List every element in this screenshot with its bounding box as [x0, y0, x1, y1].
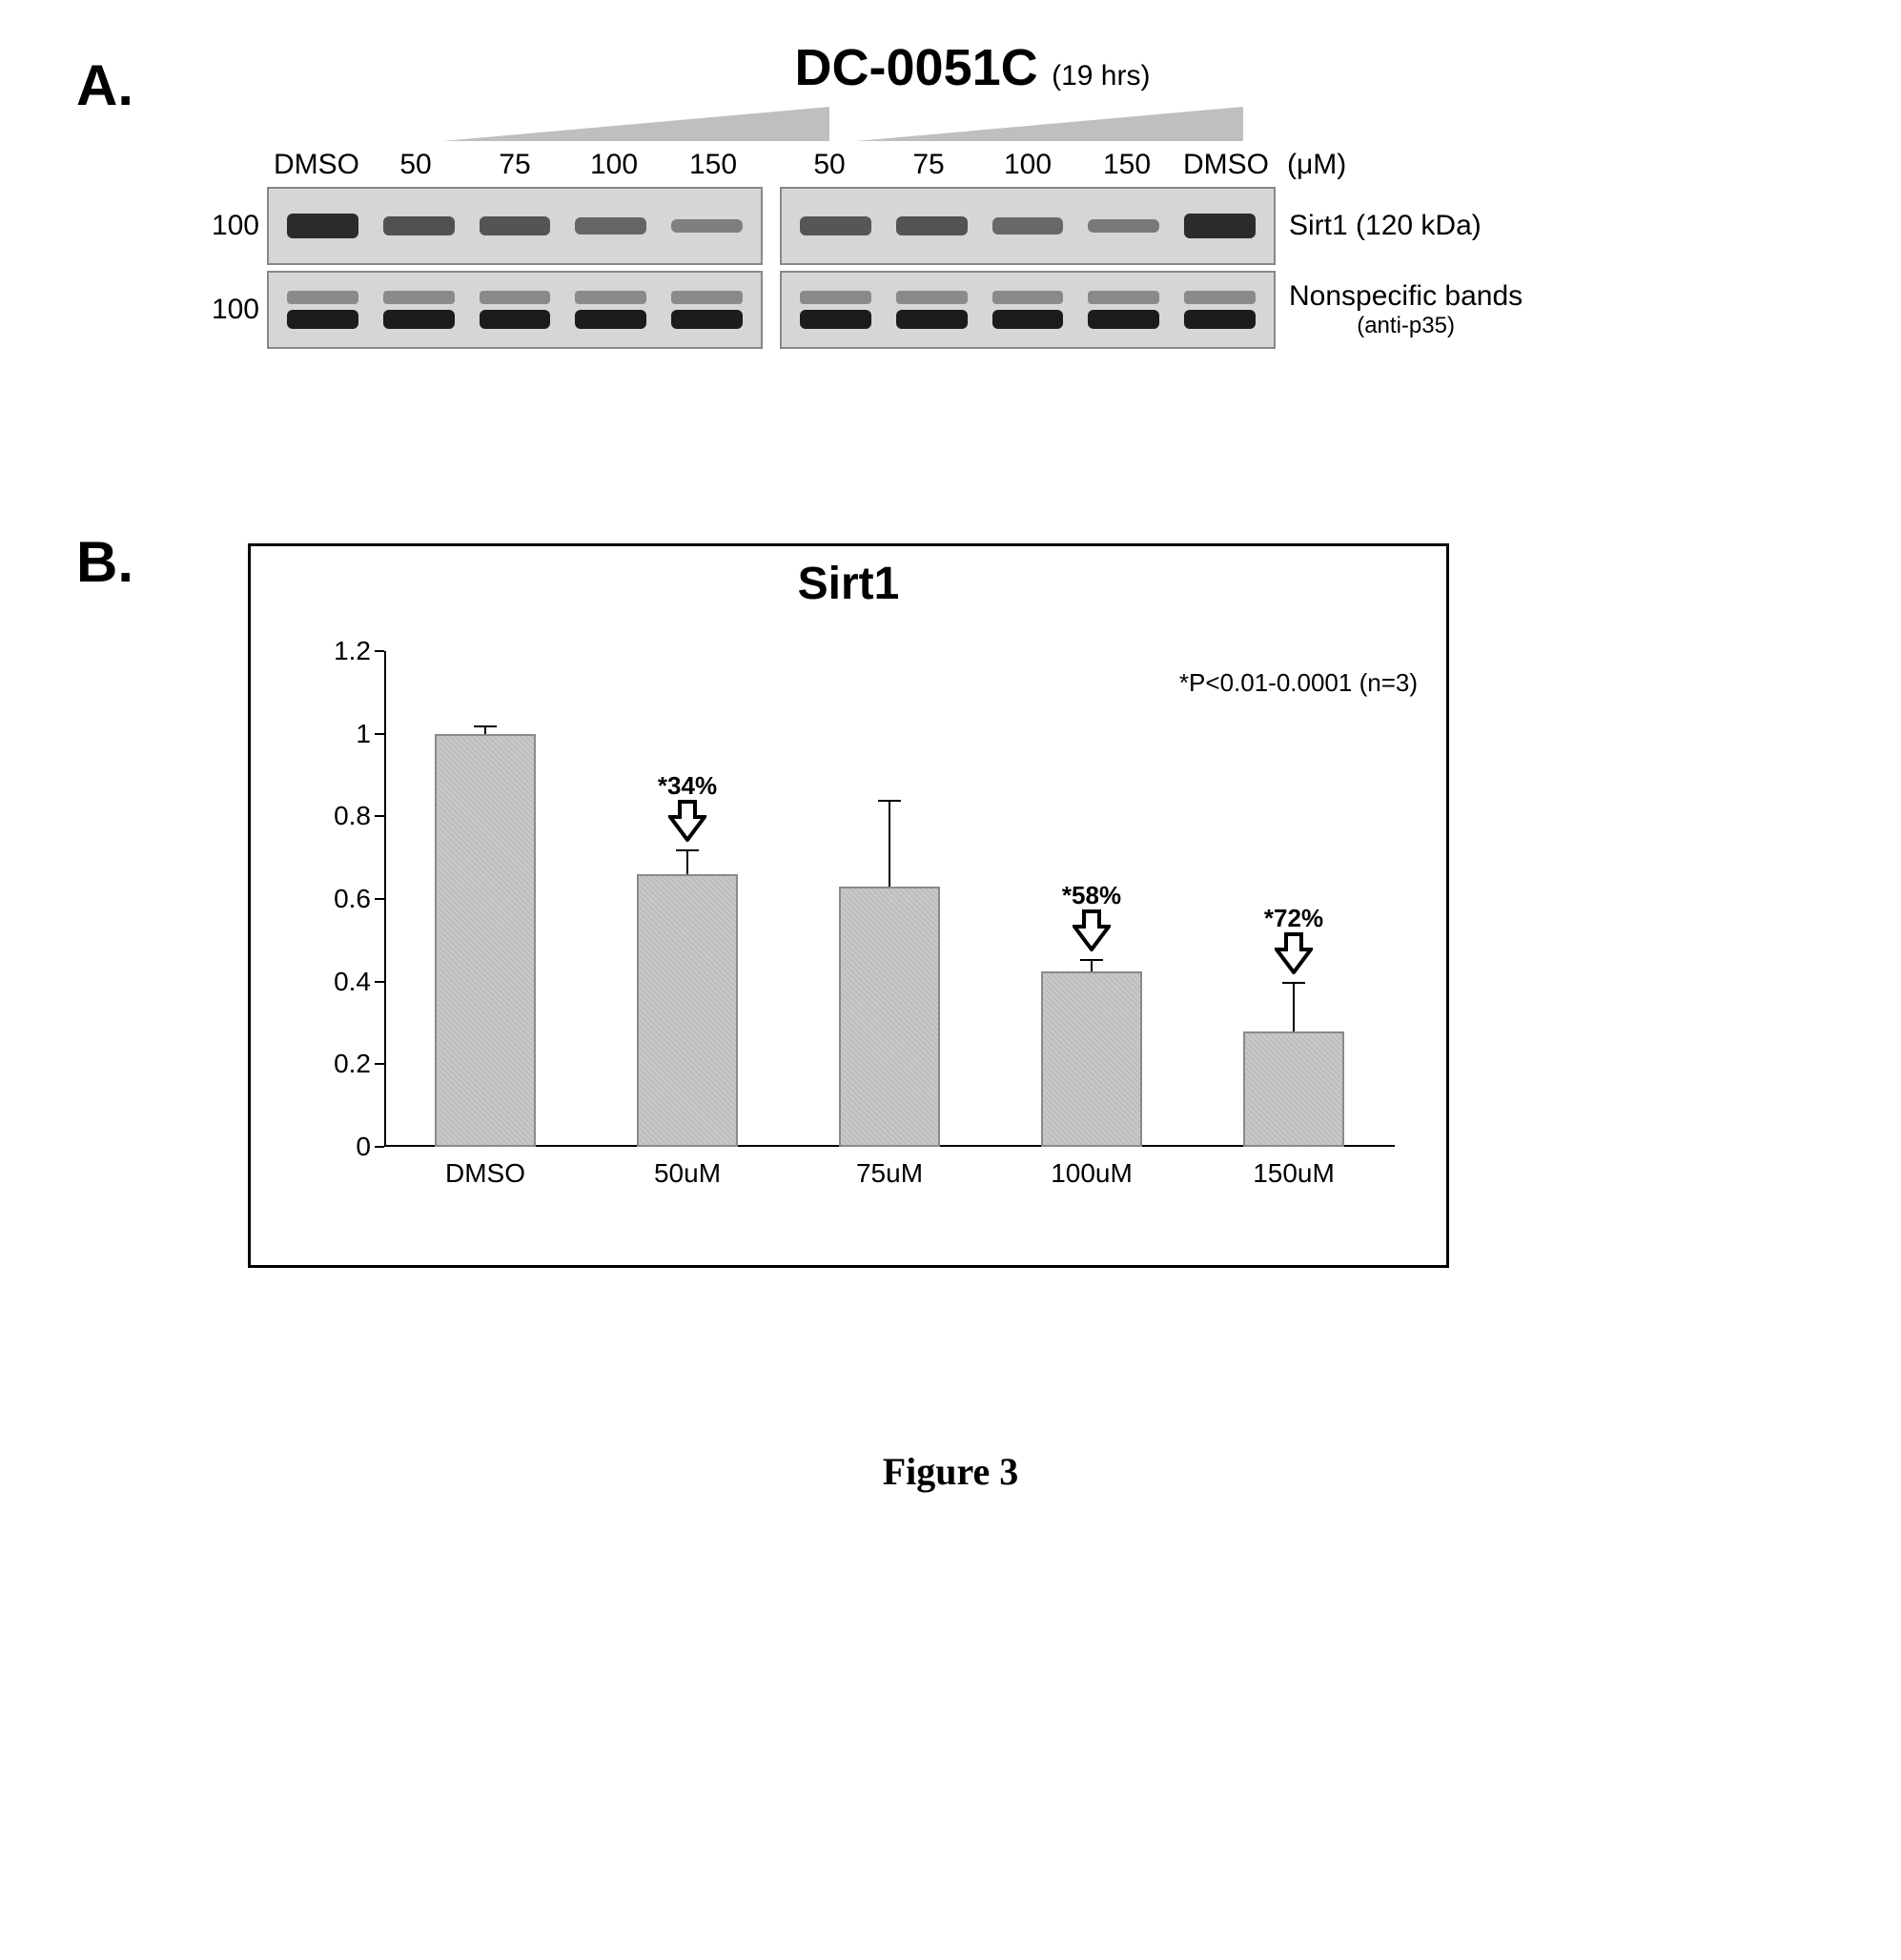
bar: [1041, 971, 1142, 1147]
y-tick-label: 1: [356, 719, 371, 749]
arrow-down-icon: [1275, 932, 1313, 979]
y-tick-label: 0.2: [334, 1049, 371, 1079]
lane-label: 150: [664, 149, 763, 181]
lane-label: DMSO: [1176, 149, 1276, 181]
lane-label: 50: [780, 149, 879, 181]
lane-label: 75: [879, 149, 978, 181]
blot-ns-right: [780, 271, 1276, 349]
lane-label: 50: [366, 149, 465, 181]
band: [800, 216, 871, 235]
y-tick: [375, 981, 384, 983]
band-stack: [287, 291, 358, 329]
blot-row2-label-l1: Nonspecific bands: [1289, 280, 1523, 314]
bar: [435, 734, 536, 1147]
figure-caption: Figure 3: [0, 1449, 1901, 1494]
panel-a-title-sub: (19 hrs): [1052, 60, 1150, 92]
error-cap: [1282, 982, 1305, 984]
band-stack: [671, 291, 743, 329]
blot-row2-label-l2: (anti-p35): [1289, 313, 1523, 339]
lane-label: DMSO: [267, 149, 366, 181]
error-cap: [474, 725, 497, 727]
y-tick-label: 0: [356, 1132, 371, 1162]
band-stack: [992, 291, 1064, 329]
band: [671, 219, 743, 233]
x-category-label: 50uM: [654, 1158, 721, 1189]
lane-label: 100: [564, 149, 664, 181]
x-category-label: 100uM: [1051, 1158, 1133, 1189]
y-tick: [375, 898, 384, 900]
band: [383, 216, 455, 236]
bar: [637, 874, 738, 1147]
blot-sirt1-left: [267, 187, 763, 265]
error-bar: [889, 800, 890, 887]
lane-label: 150: [1077, 149, 1176, 181]
error-cap: [676, 849, 699, 851]
bar: [839, 887, 940, 1147]
bar-annotation: *34%: [658, 771, 717, 801]
error-bar: [1293, 982, 1295, 1031]
blot-row-sirt1: 100 Sirt1 (120 kDa): [191, 187, 1754, 265]
x-category-label: 150uM: [1253, 1158, 1335, 1189]
band: [1088, 219, 1159, 234]
y-tick: [375, 1146, 384, 1148]
panel-a-title-row: DC-0051C (19 hrs): [191, 38, 1754, 97]
y-tick: [375, 1063, 384, 1065]
band: [992, 217, 1064, 234]
band-stack: [1088, 291, 1159, 329]
band-stack: [575, 291, 646, 329]
chart-plot-area: 00.20.40.60.811.2: [384, 651, 1395, 1147]
bar: [1243, 1031, 1344, 1147]
y-axis: [384, 651, 386, 1147]
error-bar: [686, 849, 688, 874]
error-cap: [878, 800, 901, 802]
band: [575, 217, 646, 235]
panel-b-chart-frame: Sirt1 *P<0.01-0.0001 (n=3) 00.20.40.60.8…: [248, 543, 1449, 1268]
y-tick: [375, 650, 384, 652]
x-category-label: 75uM: [856, 1158, 923, 1189]
y-tick: [375, 815, 384, 817]
unit-label: (μM): [1287, 149, 1346, 181]
band-stack: [800, 291, 871, 329]
band-stack: [383, 291, 455, 329]
error-cap: [1080, 959, 1103, 961]
y-tick-label: 1.2: [334, 636, 371, 666]
y-tick-label: 0.4: [334, 967, 371, 997]
blot-row-nonspecific: 100 Nonspecific bands (anti-p35): [191, 271, 1754, 349]
wedge-row: [343, 107, 1754, 145]
band: [480, 216, 551, 235]
panel-a-title: DC-0051C: [795, 38, 1038, 97]
chart-title: Sirt1: [251, 558, 1446, 610]
y-tick-label: 0.8: [334, 801, 371, 831]
lane-labels-row: DMSO50751001505075100150DMSO(μM): [191, 149, 1754, 181]
blot-ns-left: [267, 271, 763, 349]
lane-label: 100: [978, 149, 1077, 181]
blot-sirt1-right: [780, 187, 1276, 265]
panel-a: DC-0051C (19 hrs) DMSO507510015050751001…: [191, 38, 1754, 349]
mw-marker-2: 100: [191, 294, 267, 326]
band-stack: [480, 291, 551, 329]
band: [896, 216, 968, 235]
arrow-down-icon: [668, 800, 706, 847]
band-stack: [896, 291, 968, 329]
band: [1184, 214, 1256, 238]
panel-a-label: A.: [76, 52, 133, 118]
y-tick: [375, 733, 384, 735]
mw-marker-1: 100: [191, 210, 267, 242]
bar-annotation: *58%: [1062, 881, 1121, 910]
lane-label: 75: [465, 149, 564, 181]
blot-row2-label: Nonspecific bands (anti-p35): [1289, 280, 1523, 339]
band-stack: [1184, 291, 1256, 329]
dose-wedge-right: [856, 107, 1243, 141]
arrow-down-icon: [1073, 909, 1111, 956]
blot-row1-label: Sirt1 (120 kDa): [1289, 210, 1482, 243]
panel-b-label: B.: [76, 529, 133, 595]
dose-wedge-left: [442, 107, 829, 141]
bar-annotation: *72%: [1264, 904, 1323, 933]
y-tick-label: 0.6: [334, 884, 371, 914]
band: [287, 214, 358, 238]
x-category-label: DMSO: [445, 1158, 525, 1189]
